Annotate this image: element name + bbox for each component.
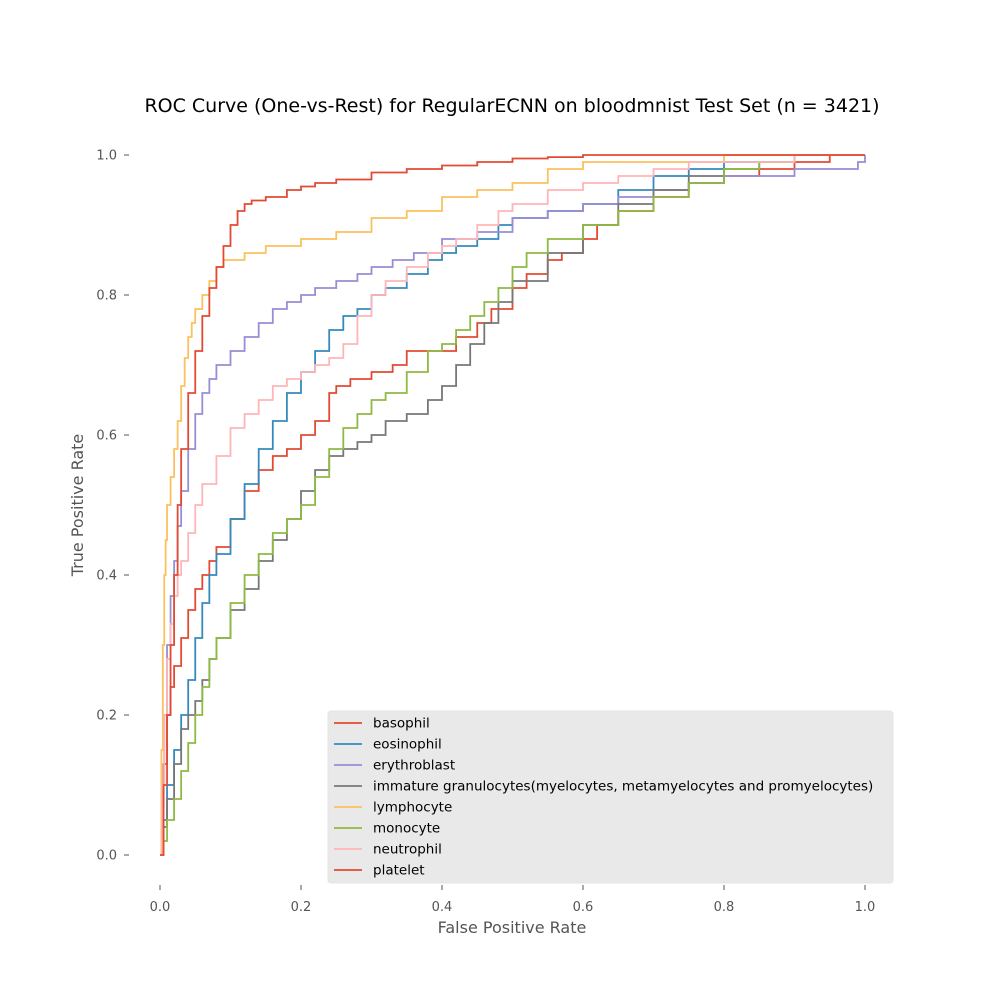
y-tick-label: 0.8 <box>96 289 117 304</box>
legend-entry: platelet <box>373 863 425 879</box>
y-axis: 0.0 0.2 0.4 0.6 0.8 1.0 <box>96 149 129 864</box>
series-line-5 <box>160 154 865 856</box>
x-tick-label: 0.8 <box>714 900 735 915</box>
y-tick-label: 0.6 <box>96 429 117 444</box>
legend-box <box>327 710 894 884</box>
chart-title: ROC Curve (One-vs-Rest) for RegularECNN … <box>144 95 879 117</box>
x-tick-label: 1.0 <box>855 900 876 915</box>
x-tick-label: 0.4 <box>432 900 453 915</box>
legend-entry: lymphocyte <box>373 800 452 816</box>
y-tick-label: 0.4 <box>96 569 117 584</box>
x-axis-label: False Positive Rate <box>438 918 587 937</box>
legend-entry: basophil <box>373 716 430 732</box>
y-tick-label: 0.0 <box>96 849 117 864</box>
y-tick-label: 0.2 <box>96 709 117 724</box>
legend-entry: erythroblast <box>373 758 455 774</box>
x-tick-label: 0.6 <box>573 900 594 915</box>
series-line-7 <box>160 154 865 856</box>
series-lines <box>160 154 866 856</box>
y-tick-label: 1.0 <box>96 149 117 164</box>
legend-entry: neutrophil <box>373 842 442 858</box>
legend-entry: eosinophil <box>373 737 442 753</box>
legend-entry: immature granulocytes(myelocytes, metamy… <box>373 779 873 795</box>
x-tick-label: 0.0 <box>150 900 171 915</box>
series-line-6 <box>160 154 865 856</box>
y-axis-label: True Positive Rate <box>68 434 87 578</box>
legend-entry: monocyte <box>373 821 440 837</box>
legend: basophil eosinophil erythroblast immature g… <box>327 710 894 884</box>
x-tick-label: 0.2 <box>291 900 312 915</box>
x-axis: 0.0 0.2 0.4 0.6 0.8 1.0 <box>150 885 876 915</box>
